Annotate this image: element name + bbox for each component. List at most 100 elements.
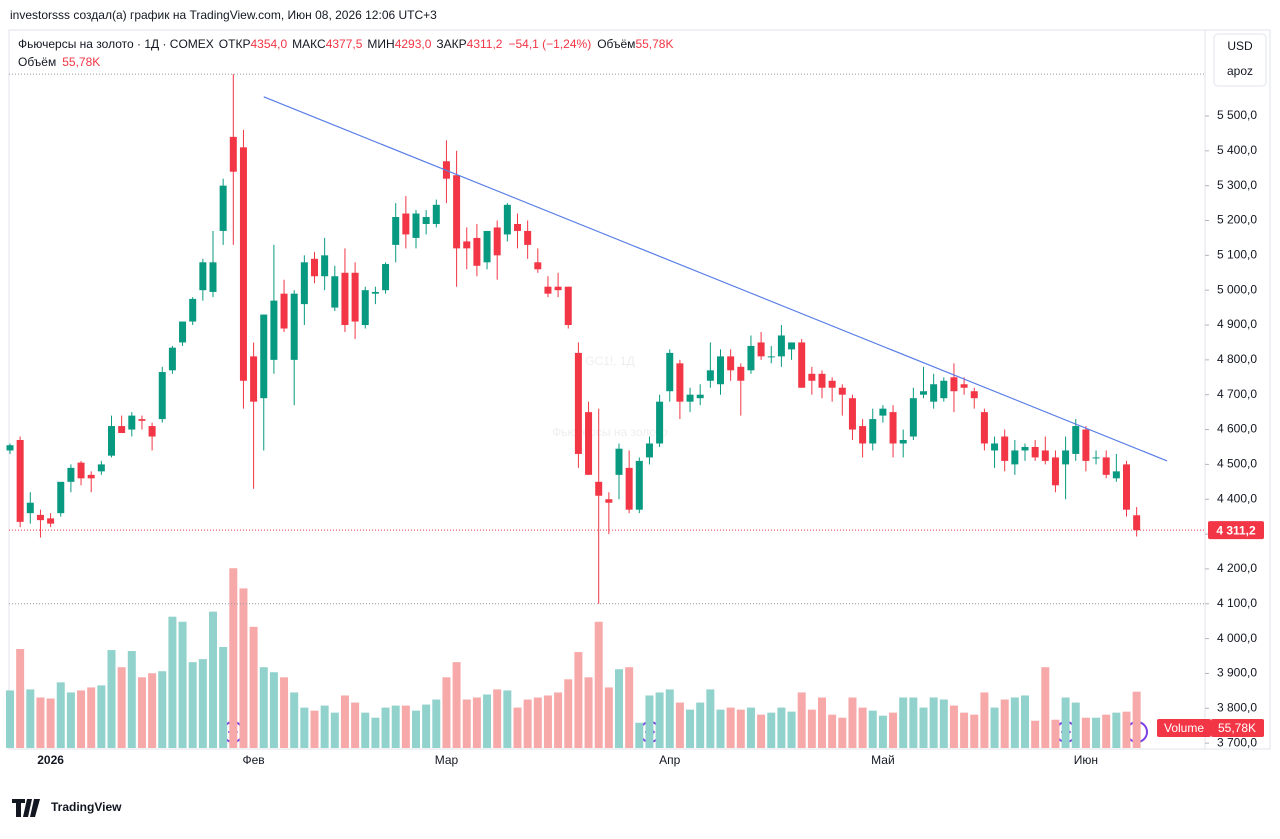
volume-bar bbox=[1041, 667, 1050, 748]
volume-label: Объём bbox=[18, 55, 56, 69]
volume-bar bbox=[442, 677, 451, 748]
volume-bar bbox=[493, 689, 502, 748]
candle-body bbox=[331, 276, 339, 308]
candle-body bbox=[889, 412, 897, 444]
candle-body bbox=[47, 518, 55, 524]
currency-box[interactable] bbox=[1213, 33, 1267, 87]
volume-bar bbox=[1071, 702, 1080, 748]
candle-body bbox=[168, 347, 176, 371]
candle-body bbox=[1082, 429, 1090, 461]
volume-bar bbox=[1092, 717, 1101, 748]
volume-tag bbox=[1157, 719, 1211, 737]
candle-body bbox=[524, 230, 532, 245]
currency[interactable]: USD bbox=[1227, 39, 1253, 53]
y-tick-label: 4 500,0 bbox=[1217, 457, 1257, 471]
candle-body bbox=[595, 481, 603, 496]
volume-bar bbox=[148, 673, 157, 748]
candle-body bbox=[432, 204, 440, 224]
x-tick-label: Апр bbox=[659, 753, 681, 767]
candle-body bbox=[1123, 464, 1130, 510]
candle-body bbox=[321, 255, 329, 277]
volume-bar bbox=[26, 689, 35, 748]
candle-body bbox=[788, 342, 796, 350]
volume-bar bbox=[239, 588, 248, 748]
candle-body bbox=[605, 499, 613, 503]
candle-body bbox=[36, 514, 44, 521]
legend-line: Фьючерсы на золото · 1Д · COMEX ОТКР4354,… bbox=[18, 37, 673, 51]
candle-body bbox=[1102, 457, 1110, 475]
volume-bar bbox=[330, 712, 339, 748]
y-tick-label: 5 100,0 bbox=[1217, 248, 1257, 262]
volume-bar bbox=[432, 699, 441, 748]
y-tick-label: 4 800,0 bbox=[1217, 352, 1257, 366]
x-tick-label: Май bbox=[871, 753, 895, 767]
candle-body bbox=[361, 290, 369, 326]
volume-bar bbox=[381, 707, 390, 748]
volume-bar bbox=[818, 697, 826, 748]
volume-bar bbox=[56, 682, 65, 748]
candle-body bbox=[848, 398, 856, 430]
candle-body bbox=[219, 185, 227, 231]
volume-bar bbox=[675, 702, 684, 748]
symbol: Фьючерсы на золото · 1Д · COMEX bbox=[18, 37, 214, 51]
watermark-symbol: GC1!, 1Д bbox=[585, 354, 634, 368]
candle-body bbox=[473, 237, 481, 266]
volume-value: 55,78K bbox=[635, 37, 673, 51]
candle-body bbox=[6, 445, 14, 451]
volume-bar bbox=[554, 692, 563, 748]
volume-bar bbox=[696, 702, 705, 748]
volume-bar bbox=[746, 707, 755, 748]
candle-body bbox=[666, 352, 674, 392]
volume-bar bbox=[574, 652, 583, 748]
candle-body bbox=[77, 462, 85, 479]
volume-bar bbox=[899, 697, 908, 748]
volume-bar bbox=[1000, 699, 1009, 748]
volume-bar bbox=[1031, 720, 1040, 748]
brand: TradingView bbox=[51, 800, 122, 814]
candle-body bbox=[960, 384, 968, 388]
volume-bar bbox=[949, 705, 958, 748]
volume-bar bbox=[858, 707, 867, 748]
candle-body bbox=[1031, 446, 1039, 458]
candle-body bbox=[67, 467, 75, 482]
volume-bar bbox=[127, 651, 136, 748]
candle-body bbox=[534, 262, 542, 270]
x-tick-label: 2026 bbox=[37, 753, 64, 767]
credit: investorsss создал(а) график на TradingV… bbox=[10, 8, 437, 22]
volume-bar bbox=[503, 690, 512, 748]
volume-bar bbox=[107, 650, 116, 748]
candle-body bbox=[250, 356, 258, 402]
candle-body bbox=[727, 356, 735, 371]
candle-body bbox=[1072, 426, 1080, 454]
volume-bar bbox=[564, 679, 573, 748]
volume-value: 55,78K bbox=[62, 55, 100, 69]
candle-body bbox=[777, 335, 785, 357]
volume-bar bbox=[259, 667, 268, 748]
volume-bar bbox=[970, 714, 979, 748]
field-label: МАКС bbox=[292, 37, 326, 51]
candle-body bbox=[412, 213, 420, 238]
volume-bar bbox=[188, 662, 197, 748]
candle-body bbox=[1062, 450, 1070, 465]
candle-body bbox=[229, 136, 237, 172]
field-value: 4293,0 bbox=[395, 37, 432, 51]
volume-bar bbox=[726, 707, 735, 748]
volume-bar bbox=[665, 689, 674, 748]
candle-body bbox=[625, 467, 633, 510]
volume-bar bbox=[97, 685, 106, 748]
volume-bar bbox=[290, 692, 299, 748]
candle-body bbox=[1112, 471, 1120, 479]
volume-bar bbox=[767, 712, 776, 748]
volume-bar bbox=[168, 616, 177, 748]
candle-body bbox=[97, 464, 105, 472]
volume-bar bbox=[1010, 697, 1019, 748]
price-tag bbox=[1208, 521, 1264, 540]
candle-body bbox=[818, 373, 826, 388]
volume-bar bbox=[472, 697, 481, 748]
volume-bar bbox=[889, 712, 898, 748]
candle-body bbox=[300, 262, 308, 305]
scale-mode[interactable]: apoz bbox=[1227, 64, 1253, 78]
change: −54,1 (−1,24%) bbox=[508, 37, 591, 51]
volume-bar bbox=[615, 669, 623, 748]
y-tick-label: 4 900,0 bbox=[1217, 317, 1257, 331]
